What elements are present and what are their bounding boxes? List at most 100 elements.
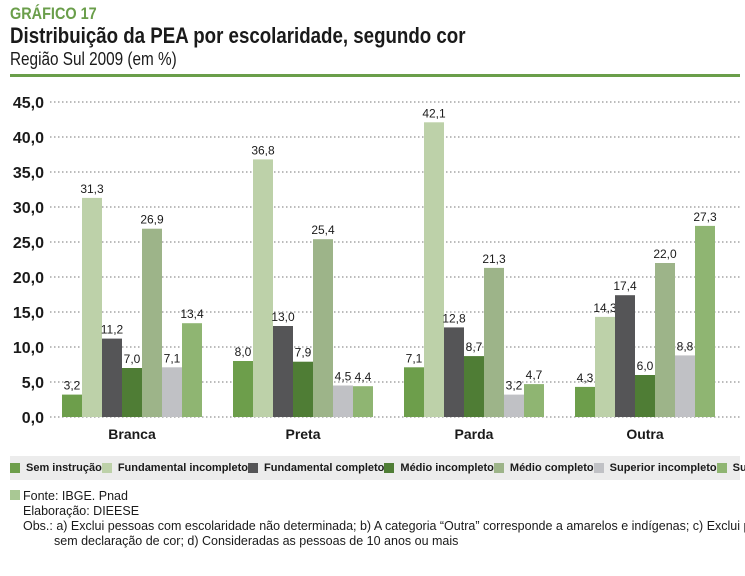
y-tick-label: 25,0 [13, 235, 44, 252]
data-label: 8,0 [235, 345, 252, 359]
bar [695, 225, 715, 417]
x-tick-label: Outra [626, 426, 664, 442]
notes: Fonte: IBGE. Pnad Elaboração: DIEESE Obs… [10, 489, 745, 549]
legend-label: Superior completo [732, 462, 745, 474]
bar [615, 295, 635, 417]
bar [504, 394, 524, 417]
data-label: 3,2 [64, 379, 81, 393]
chart-title: Distribuição da PEA por escolaridade, se… [10, 23, 466, 48]
bar [635, 375, 655, 417]
elaboration-note: Elaboração: DIEESE [23, 504, 140, 518]
data-label: 17,4 [613, 279, 637, 293]
legend-item: Fundamental incompleto [101, 462, 248, 474]
figure-number: GRÁFICO 17 [10, 4, 97, 23]
legend: Sem instrução Fundamental incompleto Funda… [10, 456, 745, 480]
legend-item: Fundamental completo [248, 462, 384, 474]
bar [464, 356, 484, 417]
bar [62, 394, 82, 417]
data-label: 7,1 [164, 351, 181, 365]
legend-label: Médio incompleto [400, 462, 494, 474]
bar [333, 385, 353, 417]
legend-item: Superior incompleto [593, 462, 717, 474]
data-label: 4,3 [577, 371, 594, 385]
legend-swatch [716, 463, 727, 473]
x-tick-label: Branca [108, 426, 156, 442]
chart-subtitle: Região Sul 2009 (em %) [10, 49, 177, 69]
bar [484, 267, 504, 417]
data-label: 8,7 [466, 340, 483, 354]
data-label: 3,2 [506, 379, 523, 393]
data-label: 4,5 [335, 370, 352, 384]
y-tick-label: 40,0 [13, 130, 44, 147]
y-tick-label: 35,0 [13, 165, 44, 182]
bar [655, 263, 675, 417]
bar [293, 361, 313, 417]
bar [82, 197, 102, 417]
data-label: 25,4 [311, 223, 335, 237]
data-label: 7,1 [406, 351, 423, 365]
data-label: 12,8 [442, 311, 466, 325]
bar [595, 316, 615, 417]
legend-item: Sem instrução [10, 462, 102, 474]
data-label: 26,9 [140, 213, 164, 227]
legend-label: Superior incompleto [609, 462, 717, 474]
data-label: 4,4 [355, 370, 372, 384]
legend-item: Superior completo [716, 462, 745, 474]
y-tick-label: 15,0 [13, 305, 44, 322]
legend-label: Fundamental completo [264, 462, 385, 474]
data-label: 7,0 [124, 352, 141, 366]
legend-item: Médio incompleto [384, 462, 494, 474]
source-marker [10, 490, 20, 500]
title-divider [10, 74, 740, 77]
data-label: 22,0 [653, 247, 677, 261]
bar [162, 367, 182, 417]
bar-chart: 0,0 5,0 10,0 15,0 20,0 25,0 30,0 35,0 40,0 45,0 3,… [13, 95, 740, 442]
bar [233, 361, 253, 417]
y-tick-label: 0,0 [22, 410, 44, 427]
y-tick-label: 45,0 [13, 95, 44, 112]
data-label: 13,0 [271, 310, 295, 324]
y-tick-label: 5,0 [22, 375, 44, 392]
bar [575, 386, 595, 417]
data-label: 7,9 [295, 346, 312, 360]
x-tick-label: Preta [285, 426, 320, 442]
data-label: 42,1 [422, 106, 446, 120]
bar [142, 228, 162, 417]
legend-swatch [10, 463, 20, 473]
data-label: 27,3 [693, 210, 717, 224]
bar [313, 239, 333, 417]
legend-swatch [101, 463, 112, 473]
y-tick-label: 20,0 [13, 270, 44, 287]
legend-label: Médio completo [509, 462, 594, 474]
legend-swatch [493, 463, 504, 473]
legend-label: Fundamental incompleto [117, 462, 248, 474]
data-label: 6,0 [637, 359, 654, 373]
data-label: 14,3 [593, 301, 617, 315]
data-label: 11,2 [101, 323, 124, 337]
legend-swatch [384, 463, 395, 473]
bar [444, 327, 464, 417]
bar [675, 355, 695, 417]
data-label: 31,3 [80, 182, 104, 196]
data-label: 13,4 [180, 307, 204, 321]
x-tick-label: Parda [455, 426, 494, 442]
bar [404, 367, 424, 417]
legend-swatch [248, 463, 258, 473]
bar [524, 384, 544, 417]
data-label: 8,8 [677, 339, 694, 353]
bar [122, 368, 142, 417]
legend-label: Sem instrução [26, 462, 102, 474]
bar [182, 323, 202, 417]
source-note: Fonte: IBGE. Pnad [23, 489, 128, 503]
bar [102, 338, 122, 417]
legend-item: Médio completo [493, 462, 594, 474]
bar [253, 159, 273, 417]
data-label: 4,7 [526, 368, 543, 382]
bar [424, 122, 444, 418]
observation-note: Obs.: a) Exclui pessoas com escolaridade… [23, 519, 745, 533]
observation-note-cont: sem declaração de cor; d) Consideradas a… [54, 534, 459, 548]
legend-swatch [593, 463, 604, 473]
data-label: 36,8 [251, 143, 275, 157]
data-label: 21,3 [482, 252, 506, 266]
